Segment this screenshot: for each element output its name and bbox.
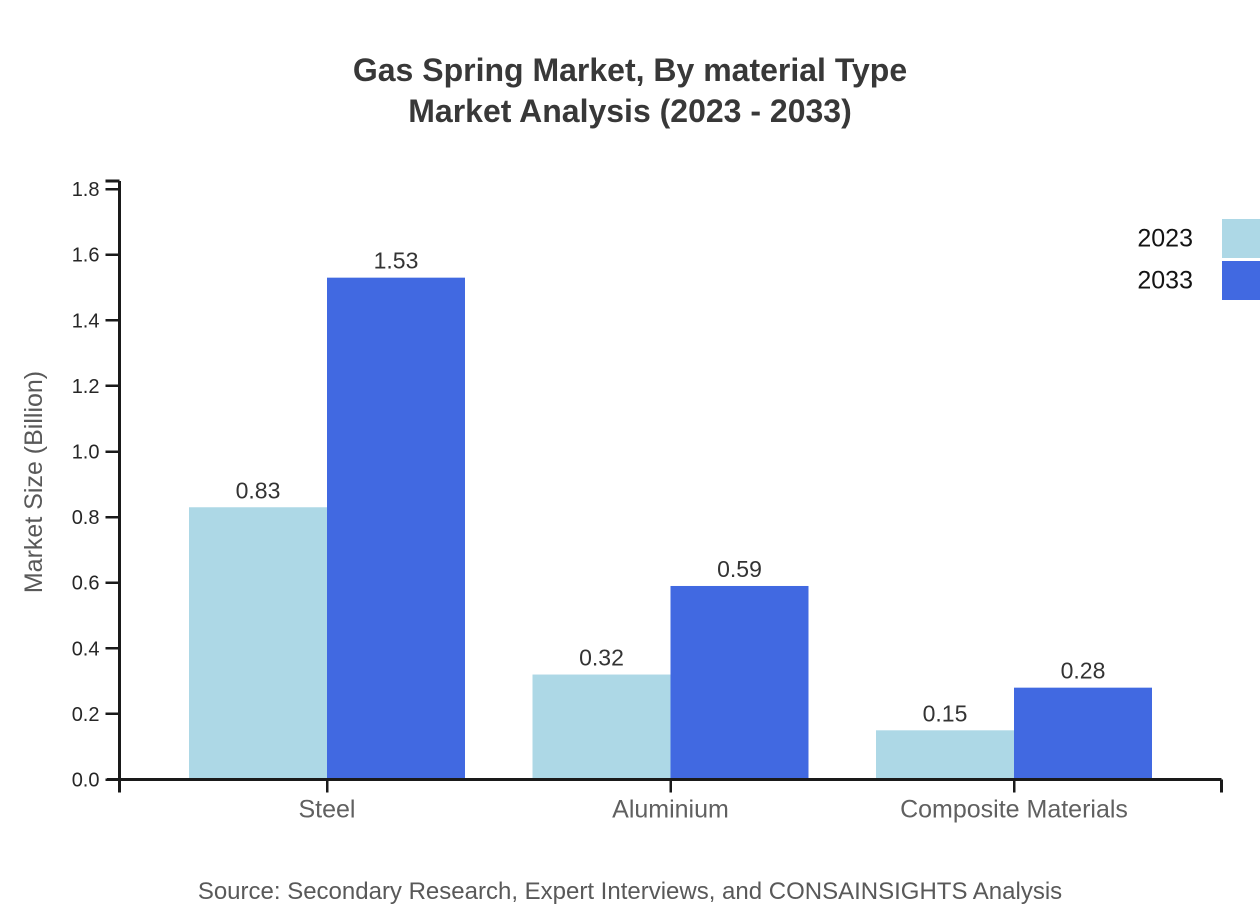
category-label-composite-materials: Composite Materials [900,796,1128,824]
bar-value-label: 0.83 [236,477,281,503]
y-tick-label: 0.0 [72,770,100,792]
y-tick-label: 1.4 [72,310,100,332]
chart-title: Gas Spring Market, By material Type Mark… [0,50,1260,132]
bar-2033-steel [327,277,465,780]
legend-swatch-2033 [1222,261,1260,300]
y-tick-label: 0.2 [72,704,100,726]
category-label-steel: Steel [299,796,356,824]
legend-swatch-2023 [1222,219,1260,258]
bar-2023-composite-materials [876,730,1014,780]
y-tick-label: 0.6 [72,573,100,595]
legend-label-2023: 2023 [1137,225,1193,253]
bar-2023-aluminium [532,674,671,780]
category-label-aluminium: Aluminium [612,796,729,824]
bar-2033-composite-materials [1014,687,1152,780]
bar-value-label: 0.28 [1061,658,1106,684]
bar-2033-aluminium [670,585,809,780]
y-tick-label: 1.2 [72,376,100,398]
source-note: Source: Secondary Research, Expert Inter… [197,878,1063,905]
bar-value-label: 0.59 [717,556,762,582]
bar-value-label: 1.53 [374,248,419,274]
chart-title-line2: Market Analysis (2023 - 2033) [408,93,852,129]
bar-value-label: 0.15 [923,700,968,726]
bar-2023-steel [189,507,327,780]
y-tick-label: 0.4 [72,638,100,660]
y-tick-label: 1.8 [72,179,100,201]
legend-label-2033: 2033 [1137,267,1193,295]
bar-value-label: 0.32 [579,645,624,671]
y-tick-label: 0.8 [72,507,100,529]
chart-title-line1: Gas Spring Market, By material Type [352,52,908,88]
y-tick-label: 1.6 [72,245,100,267]
y-tick-label: 1.0 [72,442,100,464]
